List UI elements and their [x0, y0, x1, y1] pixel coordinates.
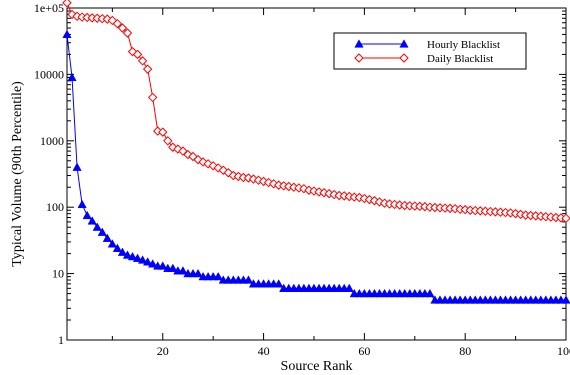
legend-label: Daily Blacklist — [427, 53, 493, 65]
data-point — [561, 213, 570, 224]
x-tick-label: 80 — [459, 344, 471, 358]
data-point — [158, 127, 168, 137]
data-point — [163, 136, 173, 146]
data-point — [132, 49, 143, 60]
legend-label: Hourly Blacklist — [427, 39, 500, 51]
x-axis-label: Source Rank — [281, 359, 353, 374]
data-point — [122, 250, 133, 259]
data-point — [87, 216, 97, 225]
data-point — [117, 23, 128, 33]
data-point — [112, 19, 123, 29]
data-point — [62, 29, 72, 39]
y-tick-label: 1 — [58, 333, 64, 347]
data-point — [274, 279, 284, 288]
data-point — [147, 92, 158, 103]
legend-marker — [354, 39, 364, 48]
data-point — [213, 271, 223, 281]
data-point — [77, 199, 87, 209]
x-tick-label: 60 — [358, 344, 370, 358]
data-point — [82, 210, 92, 220]
plot-frame — [66, 7, 567, 341]
data-point — [243, 275, 254, 284]
data-point — [122, 28, 133, 38]
legend-marker — [354, 53, 364, 63]
y-tick-label: 1e+05 — [34, 1, 64, 15]
data-point — [67, 72, 77, 82]
data-point — [92, 222, 102, 231]
data-point — [102, 233, 112, 242]
data-point — [117, 247, 128, 256]
data-point — [127, 251, 138, 261]
data-point — [137, 255, 148, 264]
data-point — [148, 259, 158, 268]
legend-entry: Hourly Blacklist — [354, 39, 500, 51]
legend-box — [333, 32, 527, 70]
legend-entries: Hourly Blacklist Daily Blacklist — [354, 39, 500, 65]
data-point — [143, 257, 153, 266]
series-daily-blacklist — [62, 0, 570, 224]
data-point — [178, 266, 188, 275]
x-axis-ticks: 20 40 60 80 100 — [111, 8, 570, 358]
y-tick-label: 10 — [52, 267, 64, 281]
x-tick-label: 100 — [557, 344, 570, 358]
data-point — [132, 253, 143, 262]
data-point — [425, 288, 435, 298]
data-point — [193, 268, 203, 278]
y-tick-label: 10000 — [34, 67, 64, 81]
data-point — [344, 283, 354, 292]
data-point — [62, 0, 72, 8]
data-point — [72, 162, 82, 171]
series-layer — [62, 0, 570, 304]
legend-marker — [399, 39, 409, 48]
y-tick-label: 100 — [46, 200, 64, 214]
series-hourly-blacklist — [62, 29, 570, 304]
data-point — [158, 261, 168, 270]
data-point — [97, 227, 107, 236]
legend: Hourly Blacklist Daily Blacklist — [333, 32, 527, 70]
data-point — [107, 239, 117, 248]
legend-entry: Daily Blacklist — [354, 53, 493, 65]
data-point — [112, 243, 123, 252]
data-point — [142, 64, 153, 74]
data-point — [137, 56, 148, 66]
data-point — [248, 174, 259, 184]
y-axis-label: Typical Volume (90th Percentile) — [10, 81, 25, 267]
data-point — [168, 263, 178, 272]
data-point — [561, 295, 570, 304]
y-tick-label: 1000 — [40, 134, 64, 148]
legend-marker — [399, 53, 409, 63]
x-tick-label: 20 — [157, 344, 169, 358]
x-tick-label: 40 — [258, 344, 270, 358]
